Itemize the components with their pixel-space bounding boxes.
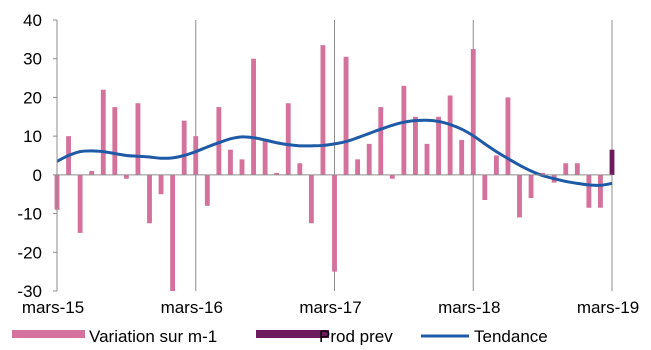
variation-bar-38 bbox=[493, 155, 499, 175]
variation-bar-44 bbox=[563, 163, 569, 175]
variation-bar-32 bbox=[424, 143, 430, 175]
y-tick-label: -20 bbox=[17, 243, 42, 262]
x-tick-label: mars-16 bbox=[161, 298, 223, 317]
variation-bar-24 bbox=[332, 174, 337, 272]
variation-bar-25 bbox=[343, 56, 349, 175]
variation-bar-34 bbox=[447, 95, 453, 175]
variation-bar-5 bbox=[112, 107, 118, 175]
legend-prod-prev-label: Prod prev bbox=[319, 327, 393, 345]
x-tick-label: mars-15 bbox=[22, 298, 84, 317]
variation-bar-8 bbox=[147, 174, 152, 224]
legend-variation: Variation sur m-1 bbox=[12, 327, 217, 346]
x-tick-label: mars-18 bbox=[438, 298, 500, 317]
variation-bar-21 bbox=[297, 163, 303, 175]
variation-bar-12 bbox=[193, 136, 199, 175]
legend-prod-prev: Prod prev bbox=[256, 327, 393, 346]
trend-line-layer bbox=[56, 118, 613, 187]
variation-bar-14 bbox=[216, 107, 222, 175]
variation-bar-15 bbox=[228, 149, 233, 175]
variation-bar-41 bbox=[528, 174, 534, 199]
variation-bar-20 bbox=[285, 103, 291, 175]
y-tick-label: 40 bbox=[23, 11, 42, 30]
y-tick-label: 30 bbox=[23, 50, 42, 69]
legend: Variation sur m-1 Prod prev Tendance bbox=[12, 327, 548, 346]
variation-bar-45 bbox=[574, 163, 580, 175]
variation-bar-40 bbox=[517, 174, 522, 218]
legend-tendance: Tendance bbox=[421, 327, 548, 346]
variation-bar-22 bbox=[308, 174, 314, 224]
legend-variation-swatch bbox=[12, 330, 85, 338]
y-tick-label: -30 bbox=[17, 282, 42, 301]
variation-bar-30 bbox=[401, 85, 407, 175]
variation-bar-39 bbox=[505, 97, 511, 175]
variation-bar-26 bbox=[355, 159, 361, 175]
y-tick-label: 10 bbox=[23, 127, 42, 146]
variation-bar-23 bbox=[320, 45, 326, 175]
variation-bar-6 bbox=[123, 174, 129, 179]
variation-bar-17 bbox=[251, 58, 256, 175]
variation-bar-27 bbox=[366, 143, 372, 175]
legend-tendance-label: Tendance bbox=[474, 327, 548, 345]
variation-bar-9 bbox=[158, 174, 164, 195]
variation-bar-16 bbox=[239, 159, 245, 175]
variation-bar-36 bbox=[470, 49, 476, 175]
variation-bar-3 bbox=[89, 170, 95, 175]
variation-bar-42 bbox=[540, 172, 546, 175]
y-tick-label: -10 bbox=[17, 205, 42, 224]
variation-bar-18 bbox=[262, 140, 268, 175]
y-tick-label: 0 bbox=[33, 166, 42, 185]
prod-prev-bar-48 bbox=[609, 149, 615, 175]
variation-bar-11 bbox=[181, 120, 187, 175]
x-tick-label: mars-17 bbox=[299, 298, 361, 317]
variation-bar-47 bbox=[598, 174, 603, 208]
variation-bar-13 bbox=[204, 174, 210, 206]
variation-bar-35 bbox=[459, 140, 465, 175]
variation-bar-2 bbox=[77, 174, 83, 233]
legend-variation-label: Variation sur m-1 bbox=[89, 327, 217, 345]
variation-bar-7 bbox=[135, 103, 141, 175]
variation-bar-10 bbox=[170, 174, 176, 291]
variation-bar-33 bbox=[436, 116, 441, 175]
variation-bar-19 bbox=[274, 172, 280, 175]
variation-bar-37 bbox=[482, 174, 488, 201]
x-tick-label: mars-19 bbox=[577, 298, 639, 317]
variation-bar-31 bbox=[413, 116, 418, 175]
variation-bar-46 bbox=[586, 174, 592, 208]
tendance-line bbox=[56, 118, 613, 187]
legend-prod-prev-swatch bbox=[256, 330, 329, 338]
variation-bar-29 bbox=[389, 174, 395, 179]
variation-bar-4 bbox=[100, 89, 106, 175]
y-tick-label: 20 bbox=[23, 88, 42, 107]
variation-bar-28 bbox=[378, 107, 384, 175]
